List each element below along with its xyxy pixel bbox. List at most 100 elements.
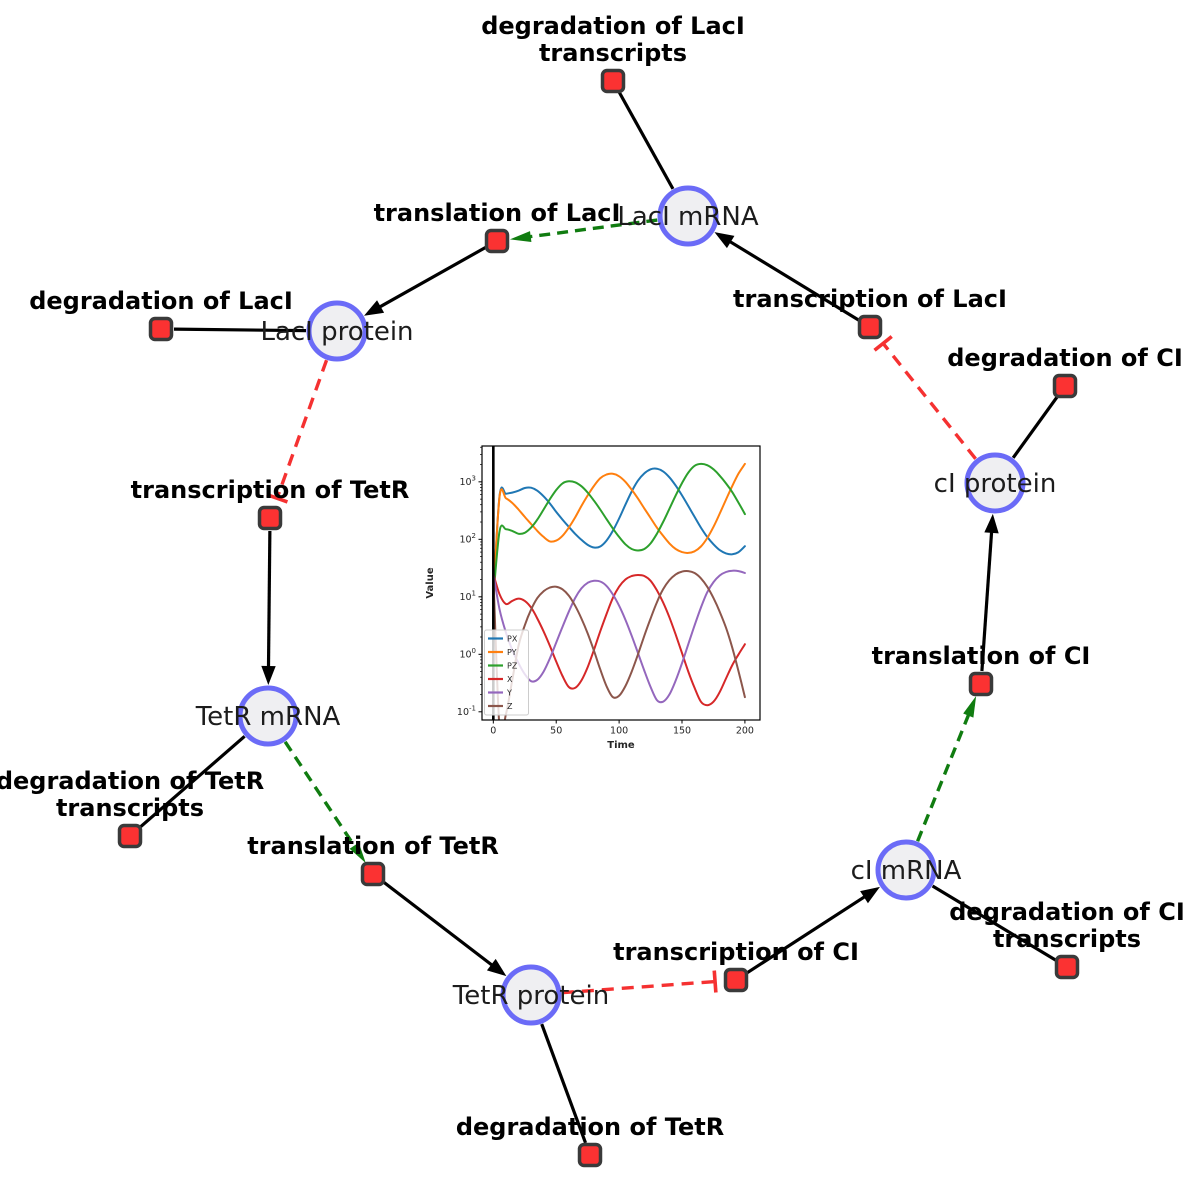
reaction-node-deg_tetR xyxy=(577,1142,603,1168)
reaction-label-deg_cI_tr-line1: degradation of CI xyxy=(949,898,1185,926)
legend-label-X: X xyxy=(507,675,513,684)
arrowhead-icon xyxy=(714,232,735,249)
reaction-node-deg_cI xyxy=(1052,373,1078,399)
arrowhead-icon xyxy=(364,300,385,316)
legend-label-PZ: PZ xyxy=(507,662,518,671)
species-node-tetR_mRNA xyxy=(237,685,299,747)
arrowhead-icon xyxy=(261,665,276,686)
chart-xlabel: Time xyxy=(607,740,635,751)
edge-tetR_mRNA-deg_tetR_tr xyxy=(138,735,246,829)
reaction-label-transl_tetR: translation of TetR xyxy=(247,832,499,860)
labels-layer: LacI mRNA LacI protein TetR mRNA TetR prote… xyxy=(0,12,1185,1141)
chart-ytick-label: 10-1 xyxy=(457,704,476,718)
reaction-node-deg_tetR_tr xyxy=(117,823,143,849)
edge-transl_cI-cI_protein xyxy=(980,513,999,672)
reaction-node-deg_cI_tr xyxy=(1054,954,1080,980)
chart-series-PY xyxy=(492,462,746,598)
reaction-label-deg_lacI_tr-line2: transcripts xyxy=(539,39,687,67)
reaction-node-transcr_tetR xyxy=(257,505,283,531)
chart-series-PX xyxy=(492,467,746,598)
edge-cI_mRNA-transl_cI xyxy=(916,696,977,842)
species-node-cI_protein xyxy=(964,452,1026,514)
chart-frame xyxy=(481,445,761,721)
edge-lacI_protein-transcr_tetR xyxy=(266,359,329,504)
chart-series-PZ xyxy=(492,462,746,598)
reaction-label-transl_cI: translation of CI xyxy=(872,642,1091,670)
chart-ylabel: Value xyxy=(425,567,436,598)
legend-label-Y: Y xyxy=(506,689,512,698)
chart-xtick-label: 0 xyxy=(490,726,496,737)
chart-legend: PX PY PZ XYZ xyxy=(484,629,529,716)
legend-label-Z: Z xyxy=(507,702,513,711)
edge-transl_tetR-tetR_protein xyxy=(382,880,507,977)
modifier-arrowhead-icon xyxy=(509,231,532,243)
chart-series-Y xyxy=(492,569,746,704)
species-node-lacI_mRNA xyxy=(657,185,719,247)
chart-ytick-label: 103 xyxy=(459,474,476,488)
reaction-label-transcr_tetR: transcription of TetR xyxy=(131,476,410,504)
edge-transl_lacI-lacI_protein xyxy=(364,245,487,316)
edge-lacI_mRNA-deg_lacI_tr xyxy=(617,91,675,190)
inhibition-tbar-icon xyxy=(873,335,893,352)
species-label-tetR_protein: TetR protein xyxy=(452,981,609,1011)
legend-label-PY: PY xyxy=(507,648,517,657)
reaction-node-transcr_cI xyxy=(723,967,749,993)
reaction-label-deg_tetR: degradation of TetR xyxy=(456,1113,724,1141)
reaction-label-transcr_lacI: transcription of LacI xyxy=(733,285,1007,313)
chart-xtick-label: 50 xyxy=(550,726,562,737)
chart-series-Z xyxy=(492,570,746,720)
reaction-label-deg_tetR_tr-line2: transcripts xyxy=(56,794,204,822)
edge-cI_protein-transcr_lacI xyxy=(873,335,977,460)
chart-series-X xyxy=(492,572,746,707)
edge-tetR_protein-deg_tetR xyxy=(540,1023,588,1144)
reaction-node-transl_lacI xyxy=(484,228,510,254)
chart-ytick-label: 101 xyxy=(459,589,476,603)
species-label-lacI_protein: LacI protein xyxy=(260,317,413,347)
arrowhead-icon xyxy=(984,513,999,534)
species-node-tetR_protein xyxy=(500,964,562,1026)
edge-cI_protein-deg_cI xyxy=(1011,395,1059,459)
reaction-label-transcr_cI: transcription of CI xyxy=(613,938,859,966)
reaction-node-transl_tetR xyxy=(360,861,386,887)
species-label-cI_protein: cI protein xyxy=(934,469,1057,499)
edge-transcr_lacI-lacI_mRNA xyxy=(714,232,860,322)
chart-ytick-label: 102 xyxy=(459,532,476,546)
reaction-label-deg_cI_tr-line2: transcripts xyxy=(993,925,1141,953)
edge-transcr_cI-cI_mRNA xyxy=(746,886,880,975)
reaction-label-transl_lacI: translation of LacI xyxy=(374,199,621,227)
species-label-lacI_mRNA: LacI mRNA xyxy=(617,202,758,232)
species-node-lacI_protein xyxy=(306,300,368,362)
reaction-node-transl_cI xyxy=(968,671,994,697)
edge-cI_mRNA-deg_cI_tr xyxy=(931,884,1057,962)
arrowhead-icon xyxy=(860,886,880,904)
reaction-label-deg_cI: degradation of CI xyxy=(947,344,1183,372)
species-node-cI_mRNA xyxy=(875,839,937,901)
reaction-label-deg_tetR_tr-line1: degradation of TetR xyxy=(0,767,264,795)
legend-label-PX: PX xyxy=(507,635,518,644)
chart-xtick-label: 100 xyxy=(610,726,628,737)
chart-series-layer xyxy=(492,446,746,720)
reaction-label-deg_lacI_tr-line1: degradation of LacI xyxy=(481,12,745,40)
modifier-arrowhead-icon xyxy=(963,696,977,718)
inhibition-tbar-icon xyxy=(266,492,289,504)
edge-lacI_protein-deg_lacI xyxy=(173,327,307,333)
reaction-node-deg_lacI_tr xyxy=(600,68,626,94)
species-label-cI_mRNA: cI mRNA xyxy=(851,856,962,886)
edge-lacI_mRNA-transl_lacI xyxy=(509,218,658,243)
chart-xtick-label: 200 xyxy=(736,726,754,737)
modifier-arrowhead-icon xyxy=(349,842,366,864)
inset-chart: 0 50 100 150 20010310210110010-1TimeValuePXP… xyxy=(425,445,761,751)
inhibition-tbar-icon xyxy=(712,970,718,993)
reaction-node-transcr_lacI xyxy=(857,314,883,340)
edge-tetR_mRNA-transl_tetR xyxy=(283,740,366,864)
chart-xtick-label: 150 xyxy=(673,726,691,737)
species-label-tetR_mRNA: TetR mRNA xyxy=(195,702,341,732)
edge-transcr_tetR-tetR_mRNA xyxy=(261,530,276,686)
reaction-node-deg_lacI xyxy=(148,316,174,342)
edge-tetR_protein-transcr_cI xyxy=(561,970,718,995)
chart-ytick-label: 100 xyxy=(459,647,476,661)
arrowhead-icon xyxy=(486,958,507,977)
edges-layer xyxy=(138,91,1059,1144)
